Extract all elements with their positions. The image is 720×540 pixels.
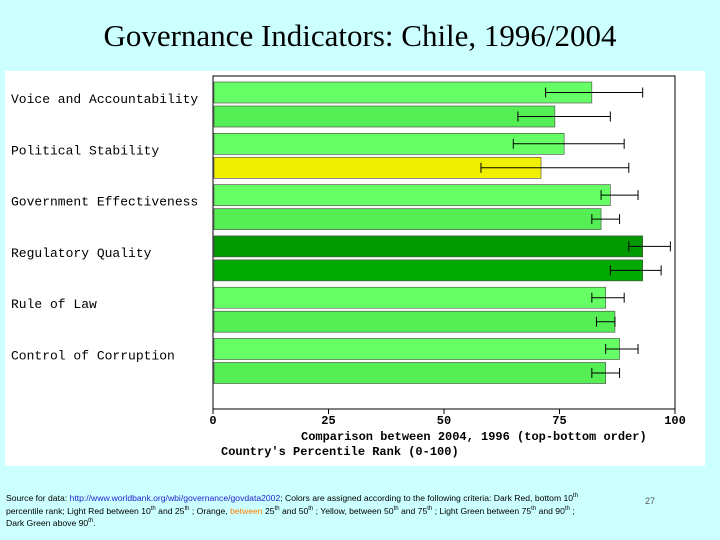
footnote-text: and 50 [279,505,309,516]
source-footnote: Source for data: http://www.worldbank.or… [6,492,696,530]
footnote-text: ; [569,505,575,516]
footnote-text: ; Orange, [189,505,231,516]
footnote-text: and 90 [536,505,565,516]
footnote-text: ; Light Green between 75 [432,505,532,516]
x-tick-label: 50 [437,414,451,428]
footnote-text: . [93,518,96,528]
bar-2004-3 [213,184,611,206]
slide-number: 27 [645,496,656,506]
footnote-text: Dark Green above 90 [6,518,89,528]
slide-title: Governance Indicators: Chile, 1996/2004 [103,18,617,53]
category-label: Government Effectiveness [11,195,198,210]
source-link[interactable]: http://www.worldbank.org/wbi/governance/… [69,493,281,503]
ordinal-suffix: th [274,505,280,512]
ordinal-suffix: th [564,505,570,512]
ordinal-suffix: th [427,505,433,512]
category-label: Regulatory Quality [11,246,152,261]
footnote-criteria: ; Colors are assigned according to the f… [280,493,574,503]
footnote-orange-word: between [230,505,263,516]
bar-2004-6 [213,338,620,360]
ordinal-suffix: th [393,505,399,512]
bar-1996-5 [213,310,616,333]
chart-panel: Voice and Accountability Political Stabil… [5,71,705,466]
x-tick-label: 100 [664,414,686,428]
ordinal-suffix: th [88,518,94,525]
footnote-text: percentile rank; Light Red between 10 [6,505,151,516]
x-tick-label: 25 [321,414,335,428]
bar-1996-6 [213,362,607,384]
footnote-text: ; Yellow, between 50 [313,505,394,516]
bar-2004-2 [213,132,565,155]
ordinal-suffix: th [573,493,579,500]
category-label: Political Stability [11,143,159,158]
x-tick-label: 75 [552,414,566,428]
bar-1996-4 [213,259,643,282]
category-label: Voice and Accountability [11,92,198,107]
ordinal-suffix: th [184,505,190,512]
bar-2004-5 [213,286,607,309]
governance-bar-chart: Voice and Accountability Political Stabil… [11,75,686,459]
ordinal-suffix: th [308,505,314,512]
footnote-text: and 75 [398,505,428,516]
ordinal-suffix: th [531,505,537,512]
x-axis-label-line2: Country's Percentile Rank (0-100) [221,445,459,459]
x-tick-label: 0 [209,414,216,428]
bar-2004-1 [213,81,593,104]
footnote-text: and 25 [155,505,185,516]
bar-1996-3 [213,208,602,230]
category-label: Control of Corruption [11,349,175,364]
ordinal-suffix: th [150,505,156,512]
footnote-text: 25 [262,505,275,516]
category-label: Rule of Law [11,297,97,312]
bar-1996-1 [213,105,556,128]
bar-2004-4 [213,235,643,258]
footnote-source-label: Source for data: [6,493,70,503]
x-axis-label-line1: Comparison between 2004, 1996 (top-botto… [301,430,647,444]
